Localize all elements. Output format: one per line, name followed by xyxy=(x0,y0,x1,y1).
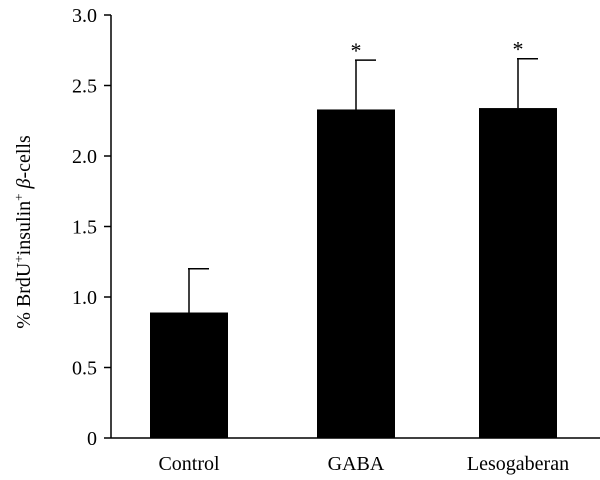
bar-gaba xyxy=(317,109,395,438)
bar-lesogaberan xyxy=(479,108,557,438)
significance-asterisk: * xyxy=(351,38,362,63)
y-axis-title-sup1: + xyxy=(11,255,26,262)
x-tick-label: Lesogaberan xyxy=(467,453,569,475)
y-tick-label: 0.5 xyxy=(72,358,97,380)
y-tick-label: 1.0 xyxy=(72,287,97,309)
y-tick-label: 1.5 xyxy=(72,217,97,239)
y-axis-title-sup2: + xyxy=(11,194,26,201)
x-tick-label: Control xyxy=(158,453,220,475)
significance-asterisk: * xyxy=(513,37,524,62)
y-axis-title-greek: β xyxy=(13,179,35,194)
y-axis-title-suffix: -cells xyxy=(13,135,35,179)
y-axis-title: % BrdU+insulin+ β-cells xyxy=(11,135,36,329)
bar-control xyxy=(150,312,228,438)
y-axis-title-middle: insulin xyxy=(13,201,35,255)
y-axis-title-prefix: % BrdU xyxy=(13,262,35,329)
y-tick-label: 2.0 xyxy=(72,146,97,168)
y-tick-label: 0 xyxy=(87,428,97,450)
y-tick-label: 3.0 xyxy=(72,5,97,27)
x-tick-label: GABA xyxy=(328,453,385,475)
y-tick-label: 2.5 xyxy=(72,76,97,98)
